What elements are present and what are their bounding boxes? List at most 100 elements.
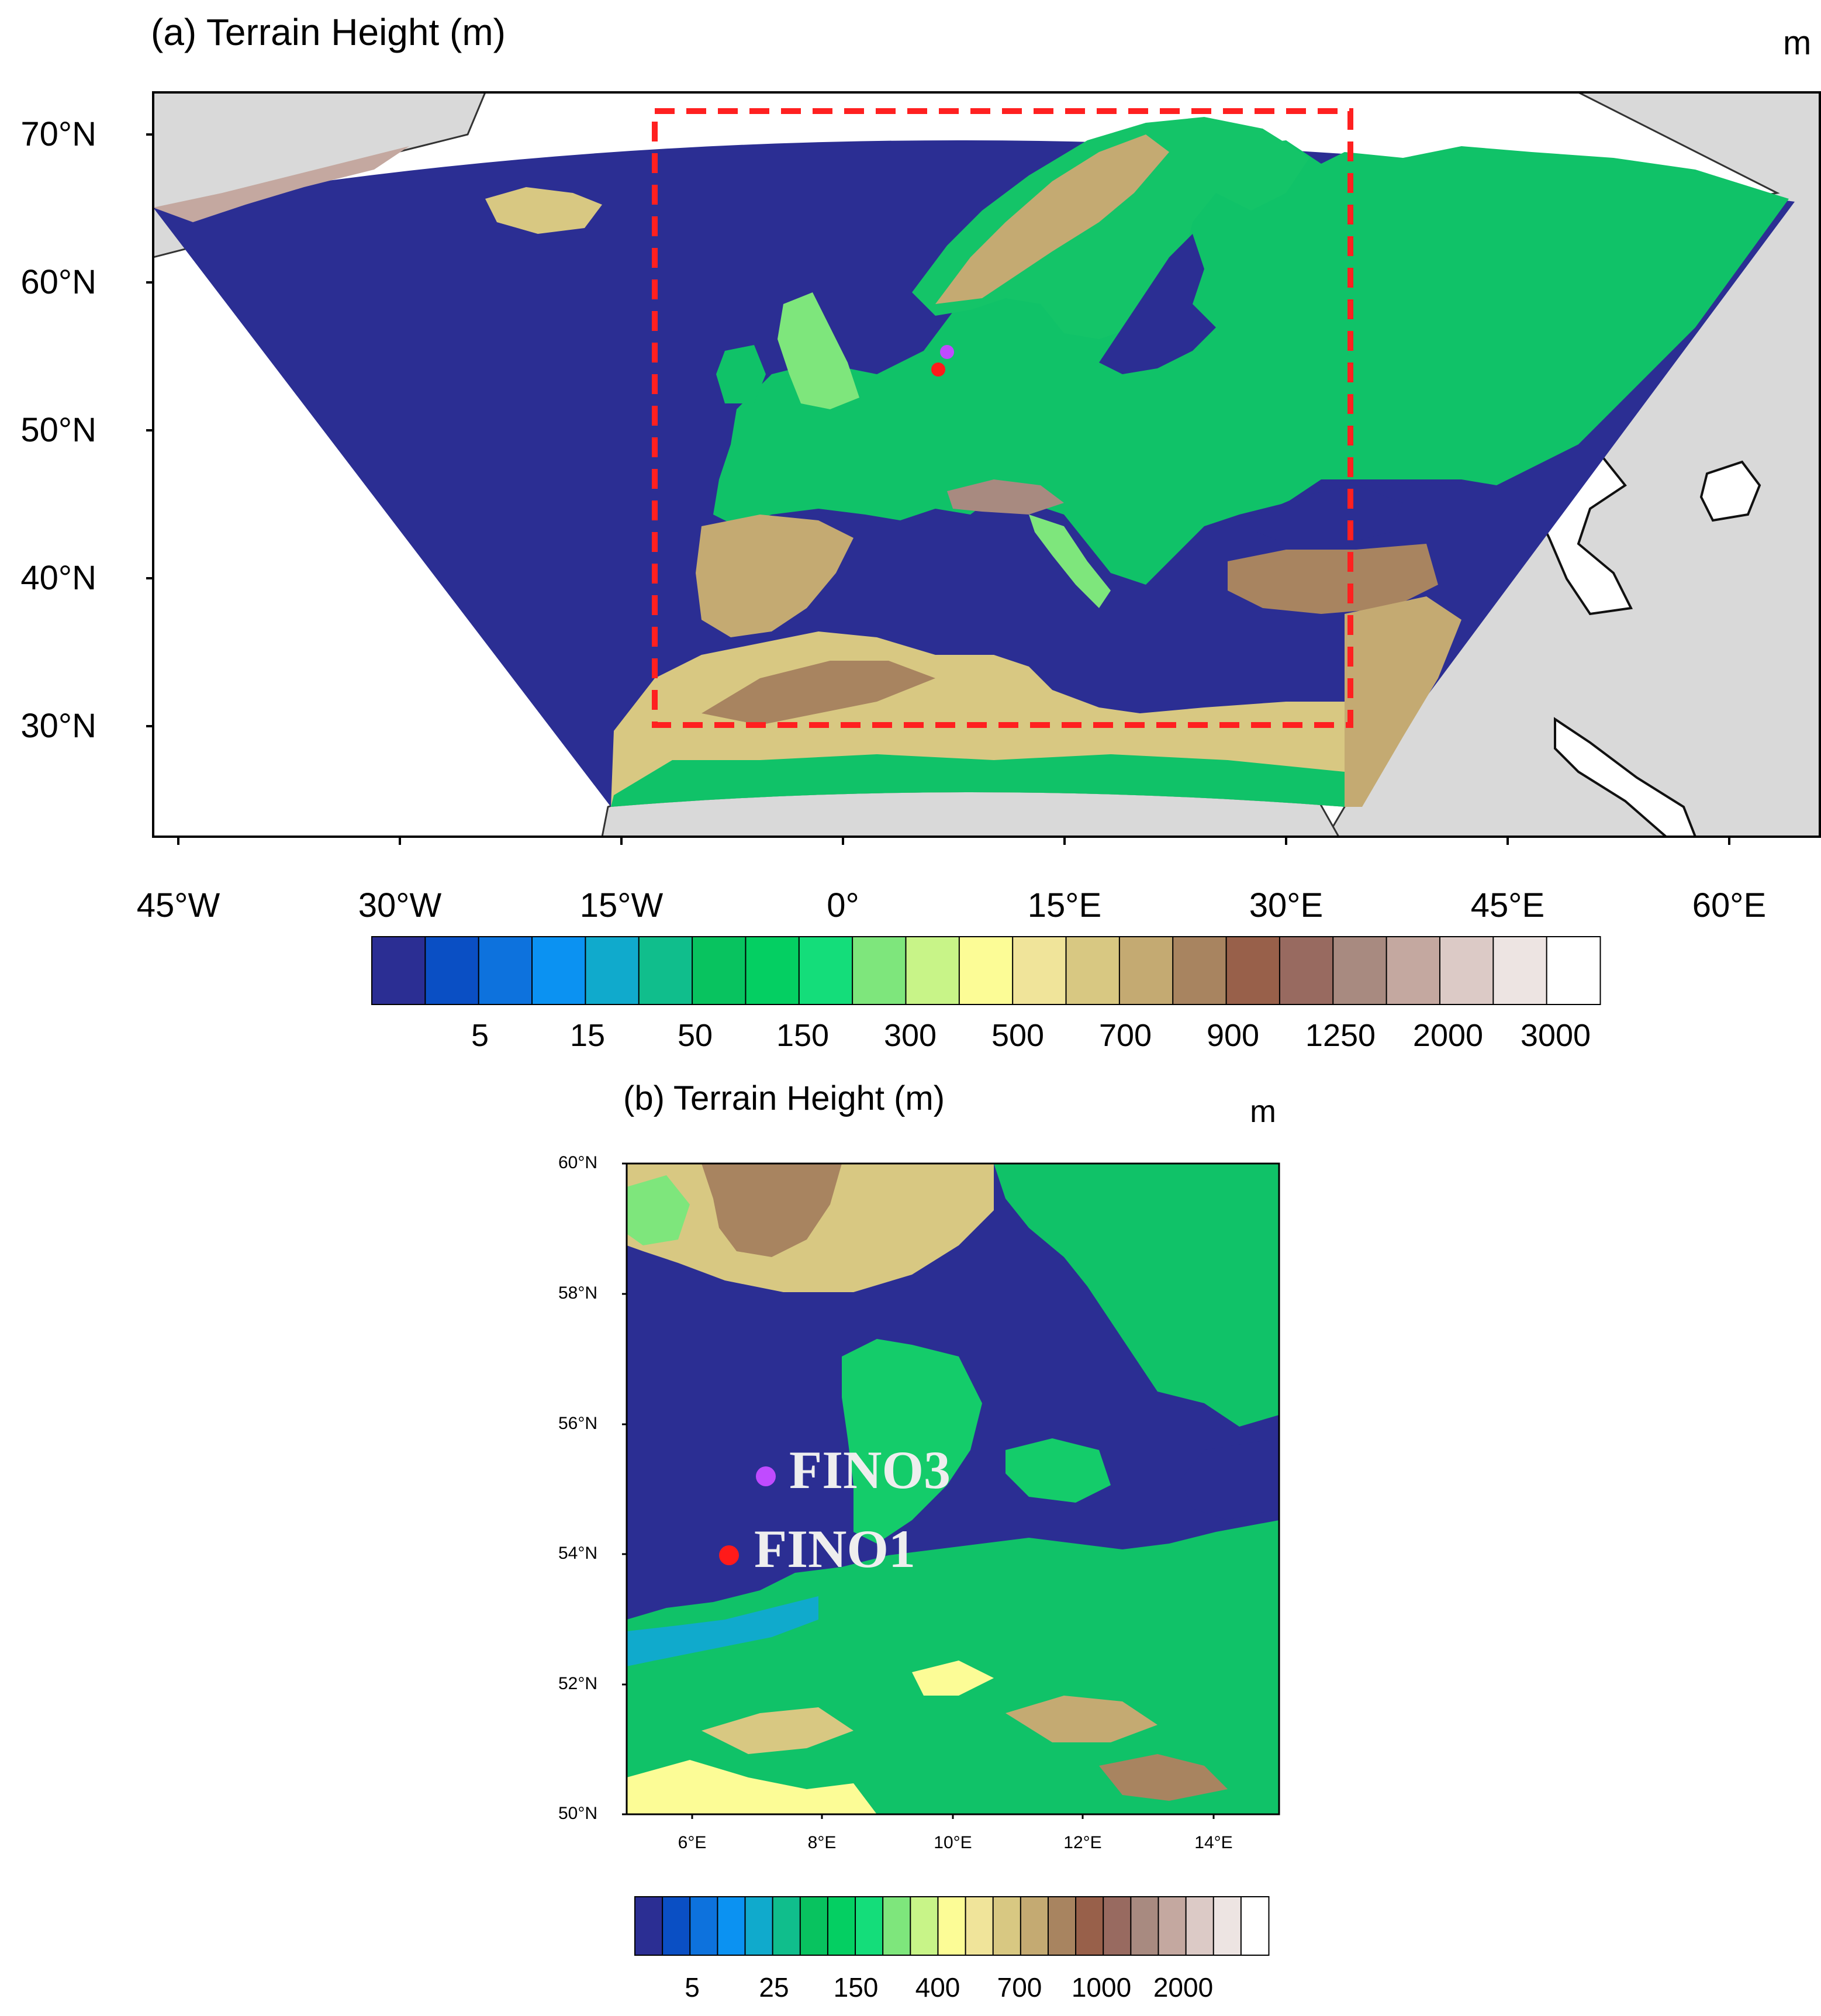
colorbar-b-swatch	[965, 1896, 994, 1956]
fino1-marker-a	[931, 363, 945, 377]
hills-1	[702, 1707, 854, 1754]
fino3-marker-a	[940, 345, 954, 359]
colorbar-a-swatch	[1492, 936, 1548, 1005]
colorbar-a-label: 5	[471, 1018, 489, 1053]
colorbar-b-swatch	[1130, 1896, 1159, 1956]
colorbar-a-swatch	[1225, 936, 1281, 1005]
colorbar-a-label: 300	[883, 1018, 937, 1053]
fino1-label: FINO1	[754, 1519, 915, 1579]
lat-label-a: 30°N	[20, 707, 96, 745]
fino1-marker-b	[719, 1545, 739, 1565]
ireland-land	[716, 345, 766, 403]
colorbar-b-swatch	[1075, 1896, 1104, 1956]
colorbar-b-swatch	[1212, 1896, 1242, 1956]
colorbar-b-swatch	[1103, 1896, 1132, 1956]
lon-label-a: 30°E	[1249, 886, 1324, 924]
colorbar-a-swatch	[585, 936, 640, 1005]
colorbar-b-swatch	[910, 1896, 939, 1956]
lon-label-a: 0°	[827, 886, 859, 924]
norway-edge-green	[627, 1175, 690, 1245]
colorbar-b-label: 1000	[1071, 1972, 1132, 2003]
lon-label-a: 30°W	[358, 886, 442, 924]
hills-3	[912, 1661, 994, 1696]
lat-label-b: 60°N	[558, 1153, 597, 1172]
colorbar-b-swatch	[799, 1896, 829, 1956]
colorbar-b-swatch	[744, 1896, 774, 1956]
colorbar-a-label: 3000	[1520, 1018, 1591, 1053]
colorbar-a-swatch	[1172, 936, 1228, 1005]
aral-sea	[1699, 460, 1761, 522]
lat-label-b: 56°N	[558, 1414, 597, 1433]
panel-b-map	[627, 1164, 1279, 1814]
lon-label-a: 45°E	[1470, 886, 1545, 924]
colorbar-a-label: 900	[1206, 1018, 1260, 1053]
colorbar-a-label: 15	[569, 1018, 606, 1053]
scandinavia-mountains	[935, 134, 1169, 304]
persian-gulf	[1554, 717, 1697, 837]
colorbar-a-swatch	[638, 936, 693, 1005]
scandinavia-land	[912, 117, 1309, 339]
denmark-land	[842, 1339, 982, 1544]
colorbar-a-swatch	[424, 936, 480, 1005]
baltic-arm	[1181, 1438, 1279, 1520]
lon-label-b: 6°E	[678, 1833, 707, 1852]
colorbar-a-swatch	[1439, 936, 1494, 1005]
colorbar-a-swatch	[798, 936, 854, 1005]
danish-islands	[1005, 1438, 1111, 1503]
inner-domain-box	[652, 108, 1353, 728]
lon-label-b: 14°E	[1194, 1833, 1233, 1852]
colorbar-b-label: 5	[685, 1972, 700, 2003]
colorbar-b-swatch	[1185, 1896, 1215, 1956]
colorbar-a-label: 2000	[1412, 1018, 1484, 1053]
colorbar-b-swatch	[1020, 1896, 1049, 1956]
colorbar-a-swatch	[1278, 936, 1334, 1005]
iceland-land	[485, 187, 602, 234]
colorbar-b-swatch	[772, 1896, 801, 1956]
hills-5	[1099, 1754, 1228, 1801]
iberia-land	[696, 515, 854, 637]
panel-a-lat-ticks	[146, 133, 153, 727]
lat-label-a: 40°N	[20, 559, 96, 597]
colorbar-a-swatch	[745, 936, 800, 1005]
middle-east-land	[1345, 596, 1461, 807]
fino3-label: FINO3	[789, 1440, 951, 1500]
colorbar-b-swatch	[937, 1896, 967, 1956]
colorbar-a-swatch	[1332, 936, 1388, 1005]
colorbar-a-swatch	[692, 936, 747, 1005]
baltic-sea	[1099, 234, 1216, 374]
colorbar-a-swatch	[371, 936, 426, 1005]
colorbar-a-label: 700	[1098, 1018, 1152, 1053]
colorbar-b-swatch	[855, 1896, 884, 1956]
lon-label-b: 12°E	[1063, 1833, 1102, 1852]
colorbar-a-swatch	[1385, 936, 1441, 1005]
lat-label-b: 52°N	[558, 1674, 597, 1693]
panel-b-title: (b) Terrain Height (m)	[623, 1079, 945, 1117]
colorbar-b-swatch	[1047, 1896, 1077, 1956]
colorbar-b-swatch	[827, 1896, 856, 1956]
lon-label-a: 45°W	[136, 886, 220, 924]
colorbar-a-label: 150	[776, 1018, 830, 1053]
lon-label-b: 10°E	[934, 1833, 972, 1852]
panel-a-map	[153, 92, 1820, 837]
panel-a-colorbar	[371, 936, 1601, 1005]
colorbar-a-label: 500	[991, 1018, 1045, 1053]
colorbar-a-swatch	[958, 936, 1014, 1005]
colorbar-a-label: 50	[677, 1018, 713, 1053]
colorbar-a-swatch	[478, 936, 533, 1005]
colorbar-a-swatch	[1546, 936, 1601, 1005]
alps	[947, 479, 1064, 515]
colorbar-a-swatch	[1118, 936, 1174, 1005]
colorbar-b-label: 25	[759, 1972, 789, 2003]
colorbar-b-swatch	[882, 1896, 911, 1956]
colorbar-a-swatch	[852, 936, 907, 1005]
lat-label-b: 54°N	[558, 1544, 597, 1563]
panel-b-colorbar	[634, 1896, 1270, 1956]
italy-land	[1029, 515, 1111, 608]
lat-label-a: 50°N	[20, 411, 96, 449]
colorbar-b-label: 150	[833, 1972, 879, 2003]
panel-b-unit: m	[1250, 1094, 1276, 1129]
colorbar-a-swatch	[531, 936, 586, 1005]
colorbar-a-swatch	[905, 936, 960, 1005]
colorbar-b-swatch	[1157, 1896, 1187, 1956]
coast-cyan	[627, 1596, 818, 1666]
